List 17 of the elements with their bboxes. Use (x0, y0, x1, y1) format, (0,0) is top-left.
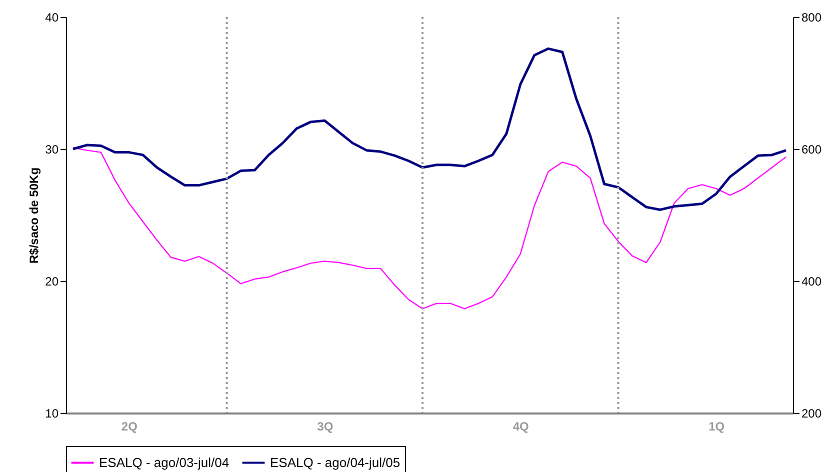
y2-tick-label: 800 (802, 10, 822, 24)
legend-label: ESALQ - ago/03-jul/04 (99, 454, 230, 470)
line-series (72, 147, 787, 310)
x-tick-label: 1Q (708, 420, 725, 434)
x-tick-label: 2Q (121, 420, 138, 434)
y2-tick-label: 200 (802, 406, 822, 420)
y2-tick-label: 400 (802, 274, 822, 288)
y-tick-label: 10 (45, 406, 59, 420)
legend-label: ESALQ - ago/04-jul/05 (270, 454, 400, 470)
y2-tick-label: 600 (802, 142, 822, 156)
y-tick-label: 30 (45, 142, 59, 156)
y-tick-label: 40 (45, 10, 59, 24)
line-series (72, 47, 788, 211)
x-tick-label: 4Q (512, 420, 529, 434)
x-tick-label: 3Q (317, 420, 334, 434)
y-axis-title: R$/saco de 50Kg (27, 167, 42, 264)
y-tick-label: 20 (45, 274, 59, 288)
